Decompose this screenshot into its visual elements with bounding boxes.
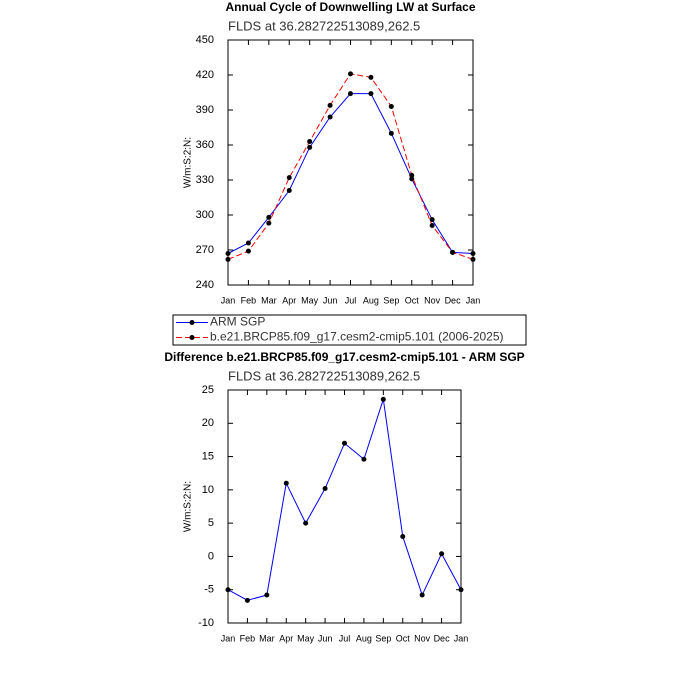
y-tick-label: 300 bbox=[196, 209, 214, 221]
x-tick-label: Feb bbox=[241, 295, 257, 305]
data-point bbox=[327, 114, 333, 120]
plot-frame bbox=[227, 39, 474, 286]
x-tick-label: Sep bbox=[375, 633, 391, 643]
data-point bbox=[225, 251, 231, 256]
legend-label: b.e21.BRCP85.f09_g17.cesm2-cmip5.101 (20… bbox=[210, 330, 504, 344]
data-point bbox=[327, 102, 333, 108]
x-tick-label: Dec bbox=[434, 633, 451, 643]
x-tick-label: May bbox=[297, 633, 315, 643]
legend-marker bbox=[189, 320, 195, 325]
data-point bbox=[429, 217, 435, 223]
x-tick-label: Feb bbox=[240, 633, 256, 643]
data-point bbox=[266, 220, 272, 226]
y-tick-label: 240 bbox=[196, 279, 214, 291]
data-point bbox=[225, 256, 231, 262]
y-tick-label: 20 bbox=[202, 417, 214, 429]
x-tick-label: Jan bbox=[454, 633, 469, 643]
y-tick-label: 360 bbox=[196, 139, 214, 151]
data-point bbox=[361, 456, 367, 462]
series-line bbox=[227, 399, 462, 601]
x-tick-label: Jan bbox=[221, 295, 236, 305]
data-point bbox=[388, 104, 394, 109]
data-point bbox=[470, 251, 476, 256]
x-tick-label: Mar bbox=[259, 633, 275, 643]
data-point bbox=[322, 486, 328, 492]
chart-title: Annual Cycle of Downwelling LW at Surfac… bbox=[225, 0, 475, 14]
data-point bbox=[307, 139, 313, 144]
data-point bbox=[245, 248, 251, 254]
data-point bbox=[307, 144, 313, 150]
data-point bbox=[429, 223, 435, 228]
data-point bbox=[266, 214, 272, 220]
y-tick-label: 420 bbox=[196, 69, 214, 81]
y-tick-label: 390 bbox=[196, 104, 214, 116]
x-tick-label: Jul bbox=[345, 295, 357, 305]
data-point bbox=[409, 172, 415, 178]
data-point bbox=[348, 91, 353, 97]
data-point bbox=[439, 551, 445, 557]
y-tick-label: 270 bbox=[196, 244, 214, 256]
y-tick-label: 10 bbox=[202, 484, 214, 496]
x-tick-label: Jul bbox=[339, 633, 351, 643]
legend-box bbox=[172, 314, 527, 346]
y-tick-label: -10 bbox=[198, 617, 214, 629]
x-tick-label: Jun bbox=[323, 295, 338, 305]
series-line bbox=[227, 73, 474, 260]
data-point bbox=[419, 592, 425, 598]
chart-subtitle: FLDS at 36.282722513089,262.5 bbox=[228, 18, 420, 33]
data-point bbox=[264, 592, 270, 598]
data-point bbox=[409, 176, 415, 182]
y-tick-label: 330 bbox=[196, 174, 214, 186]
y-axis-label: W/m:S:2:N: bbox=[183, 481, 194, 532]
x-tick-label: Apr bbox=[279, 633, 293, 643]
data-point bbox=[380, 396, 386, 402]
x-tick-label: Jan bbox=[466, 295, 481, 305]
x-tick-label: Aug bbox=[356, 633, 372, 643]
y-tick-label: 5 bbox=[208, 517, 214, 529]
x-tick-label: Aug bbox=[363, 295, 379, 305]
legend-marker bbox=[189, 335, 195, 340]
data-point bbox=[245, 240, 251, 246]
y-tick-label: 25 bbox=[202, 384, 214, 396]
data-point bbox=[400, 533, 406, 539]
data-point bbox=[286, 175, 292, 181]
data-point bbox=[458, 587, 464, 593]
y-tick-label: 450 bbox=[196, 34, 214, 46]
data-point bbox=[286, 188, 292, 193]
data-point bbox=[450, 249, 456, 255]
data-point bbox=[225, 587, 231, 593]
x-tick-label: Nov bbox=[414, 633, 431, 643]
y-tick-label: 15 bbox=[202, 450, 214, 462]
x-tick-label: Nov bbox=[424, 295, 441, 305]
x-tick-label: May bbox=[301, 295, 319, 305]
data-point bbox=[368, 91, 374, 97]
x-tick-label: Sep bbox=[383, 295, 399, 305]
chart-subtitle: FLDS at 36.282722513089,262.5 bbox=[228, 368, 420, 383]
y-axis-label: W/m:S:2:N: bbox=[183, 137, 194, 188]
x-tick-label: Jan bbox=[221, 633, 236, 643]
data-point bbox=[303, 520, 309, 526]
x-tick-label: Mar bbox=[261, 295, 277, 305]
data-point bbox=[244, 597, 250, 603]
data-point bbox=[388, 130, 394, 136]
data-point bbox=[342, 440, 347, 446]
legend-label: ARM SGP bbox=[210, 315, 265, 329]
data-point bbox=[368, 74, 374, 80]
y-tick-label: -5 bbox=[204, 584, 214, 596]
x-tick-label: Jun bbox=[318, 633, 333, 643]
chart-title: Difference b.e21.BRCP85.f09_g17.cesm2-cm… bbox=[164, 350, 524, 364]
x-tick-label: Oct bbox=[405, 295, 420, 305]
plot-frame bbox=[227, 389, 462, 624]
x-tick-label: Dec bbox=[445, 295, 462, 305]
data-point bbox=[470, 256, 476, 262]
x-tick-label: Apr bbox=[282, 295, 296, 305]
data-point bbox=[348, 71, 353, 77]
x-tick-label: Oct bbox=[396, 633, 411, 643]
y-tick-label: 0 bbox=[208, 550, 214, 562]
data-point bbox=[283, 480, 289, 486]
